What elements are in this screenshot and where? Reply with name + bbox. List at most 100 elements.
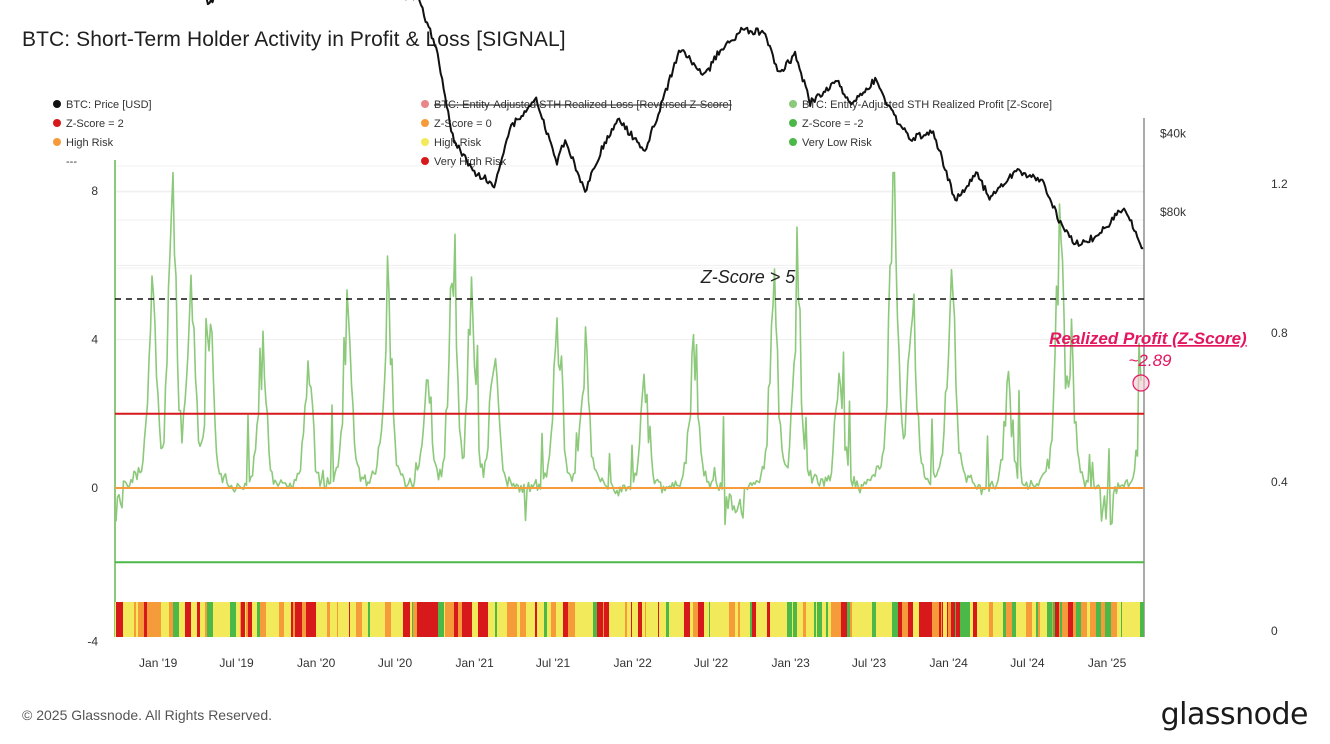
y-right-price-tick: $80k (1160, 205, 1187, 219)
risk-band-segment (952, 602, 954, 637)
risk-band-segment (944, 602, 947, 637)
x-tick: Jan '24 (929, 656, 968, 670)
risk-band-segment (1101, 602, 1105, 637)
risk-band-segment (116, 602, 122, 637)
y-left-tick: 4 (91, 333, 98, 347)
risk-band-segment (998, 602, 1000, 637)
risk-band-segment (1013, 602, 1016, 637)
risk-band-segment (735, 602, 738, 637)
risk-band-segment (430, 602, 436, 637)
realized-profit-annotation: Realized Profit (Z-Score) (1049, 329, 1247, 348)
risk-band-segment (495, 602, 497, 637)
legend-item: Very Low Risk (789, 137, 872, 149)
risk-band-segment (291, 602, 293, 637)
risk-band-segment (669, 602, 672, 637)
legend-label: Very High Risk (434, 156, 507, 168)
risk-band-segment (622, 602, 625, 637)
risk-band-segment (947, 602, 948, 637)
risk-band-segment (445, 602, 451, 637)
risk-band-segment (197, 602, 200, 637)
risk-band-segment (246, 602, 248, 637)
risk-band-segment (612, 602, 617, 637)
risk-band-segment (1036, 602, 1038, 637)
y-left-tick: 0 (91, 481, 98, 495)
legend-item: High Risk (421, 137, 482, 149)
risk-band-segment (1041, 602, 1047, 637)
risk-band-segment (690, 602, 693, 637)
risk-band (115, 602, 1144, 637)
legend-swatch (421, 119, 429, 127)
risk-band-segment (421, 602, 426, 637)
risk-band-segment (925, 602, 928, 637)
risk-band-segment (812, 602, 814, 637)
risk-band-segment (311, 602, 316, 637)
risk-band-segment (529, 602, 530, 637)
risk-band-segment (852, 602, 855, 637)
y-right-outer-tick: 1.2 (1271, 177, 1288, 191)
risk-band-segment (438, 602, 444, 637)
risk-band-segment (709, 602, 710, 637)
risk-band-segment (478, 602, 484, 637)
risk-band-segment (977, 602, 983, 637)
risk-band-segment (939, 602, 941, 637)
risk-band-segment (418, 602, 420, 637)
risk-band-segment (462, 602, 467, 637)
risk-band-segment (547, 602, 551, 637)
risk-band-segment (1040, 602, 1041, 637)
risk-band-segment (955, 602, 956, 637)
legend-label: Very Low Risk (802, 137, 872, 149)
y-right-outer-tick: 0.8 (1271, 326, 1288, 340)
risk-band-segment (420, 602, 421, 637)
risk-band-segment (227, 602, 228, 637)
risk-band-segment (1060, 602, 1062, 637)
risk-band-segment (861, 602, 867, 637)
risk-band-segment (1055, 602, 1059, 637)
risk-band-segment (824, 602, 826, 637)
risk-band-segment (412, 602, 413, 637)
risk-band-segment (179, 602, 185, 637)
risk-band-segment (368, 602, 370, 637)
risk-band-segment (575, 602, 578, 637)
risk-band-segment (1081, 602, 1087, 637)
risk-band-segment (661, 602, 666, 637)
risk-band-segment (956, 602, 960, 637)
risk-band-segment (931, 602, 932, 637)
risk-band-segment (293, 602, 295, 637)
risk-band-segment (155, 602, 161, 637)
copyright-text: © 2025 Glassnode. All Rights Reserved. (22, 707, 273, 723)
risk-band-segment (767, 602, 770, 637)
risk-band-segment (134, 602, 136, 637)
x-tick: Jan '21 (455, 656, 494, 670)
risk-band-segment (173, 602, 179, 637)
risk-band-segment (451, 602, 454, 637)
x-tick: Jul '21 (536, 656, 571, 670)
risk-band-segment (306, 602, 311, 637)
risk-band-segment (1006, 602, 1012, 637)
risk-band-segment (723, 602, 729, 637)
risk-band-segment (228, 602, 230, 637)
risk-band-segment (1134, 602, 1138, 637)
risk-band-segment (226, 602, 227, 637)
risk-band-segment (144, 602, 147, 637)
risk-band-segment (340, 602, 341, 637)
risk-band-segment (787, 602, 792, 637)
risk-band-segment (764, 602, 767, 637)
risk-band-segment (400, 602, 403, 637)
risk-band-segment (792, 602, 793, 637)
risk-band-segment (316, 602, 321, 637)
risk-band-segment (836, 602, 841, 637)
risk-band-segment (1129, 602, 1134, 637)
legend-item: BTC: Price [USD] (53, 99, 152, 111)
chart-annotations: Z-Score > 5 Realized Profit (Z-Score) ~2.8… (700, 267, 1247, 392)
risk-band-segment (941, 602, 942, 637)
risk-band-segment (942, 602, 943, 637)
risk-band-segment (147, 602, 149, 637)
legend-label: BTC: Price [USD] (66, 99, 152, 111)
risk-band-segment (1076, 602, 1081, 637)
risk-band-segment (205, 602, 207, 637)
risk-band-segment (409, 602, 410, 637)
risk-band-segment (603, 602, 604, 637)
legend-item: BTC: Entity-Adjusted STH Realized Loss [… (421, 99, 732, 111)
risk-band-segment (217, 602, 221, 637)
